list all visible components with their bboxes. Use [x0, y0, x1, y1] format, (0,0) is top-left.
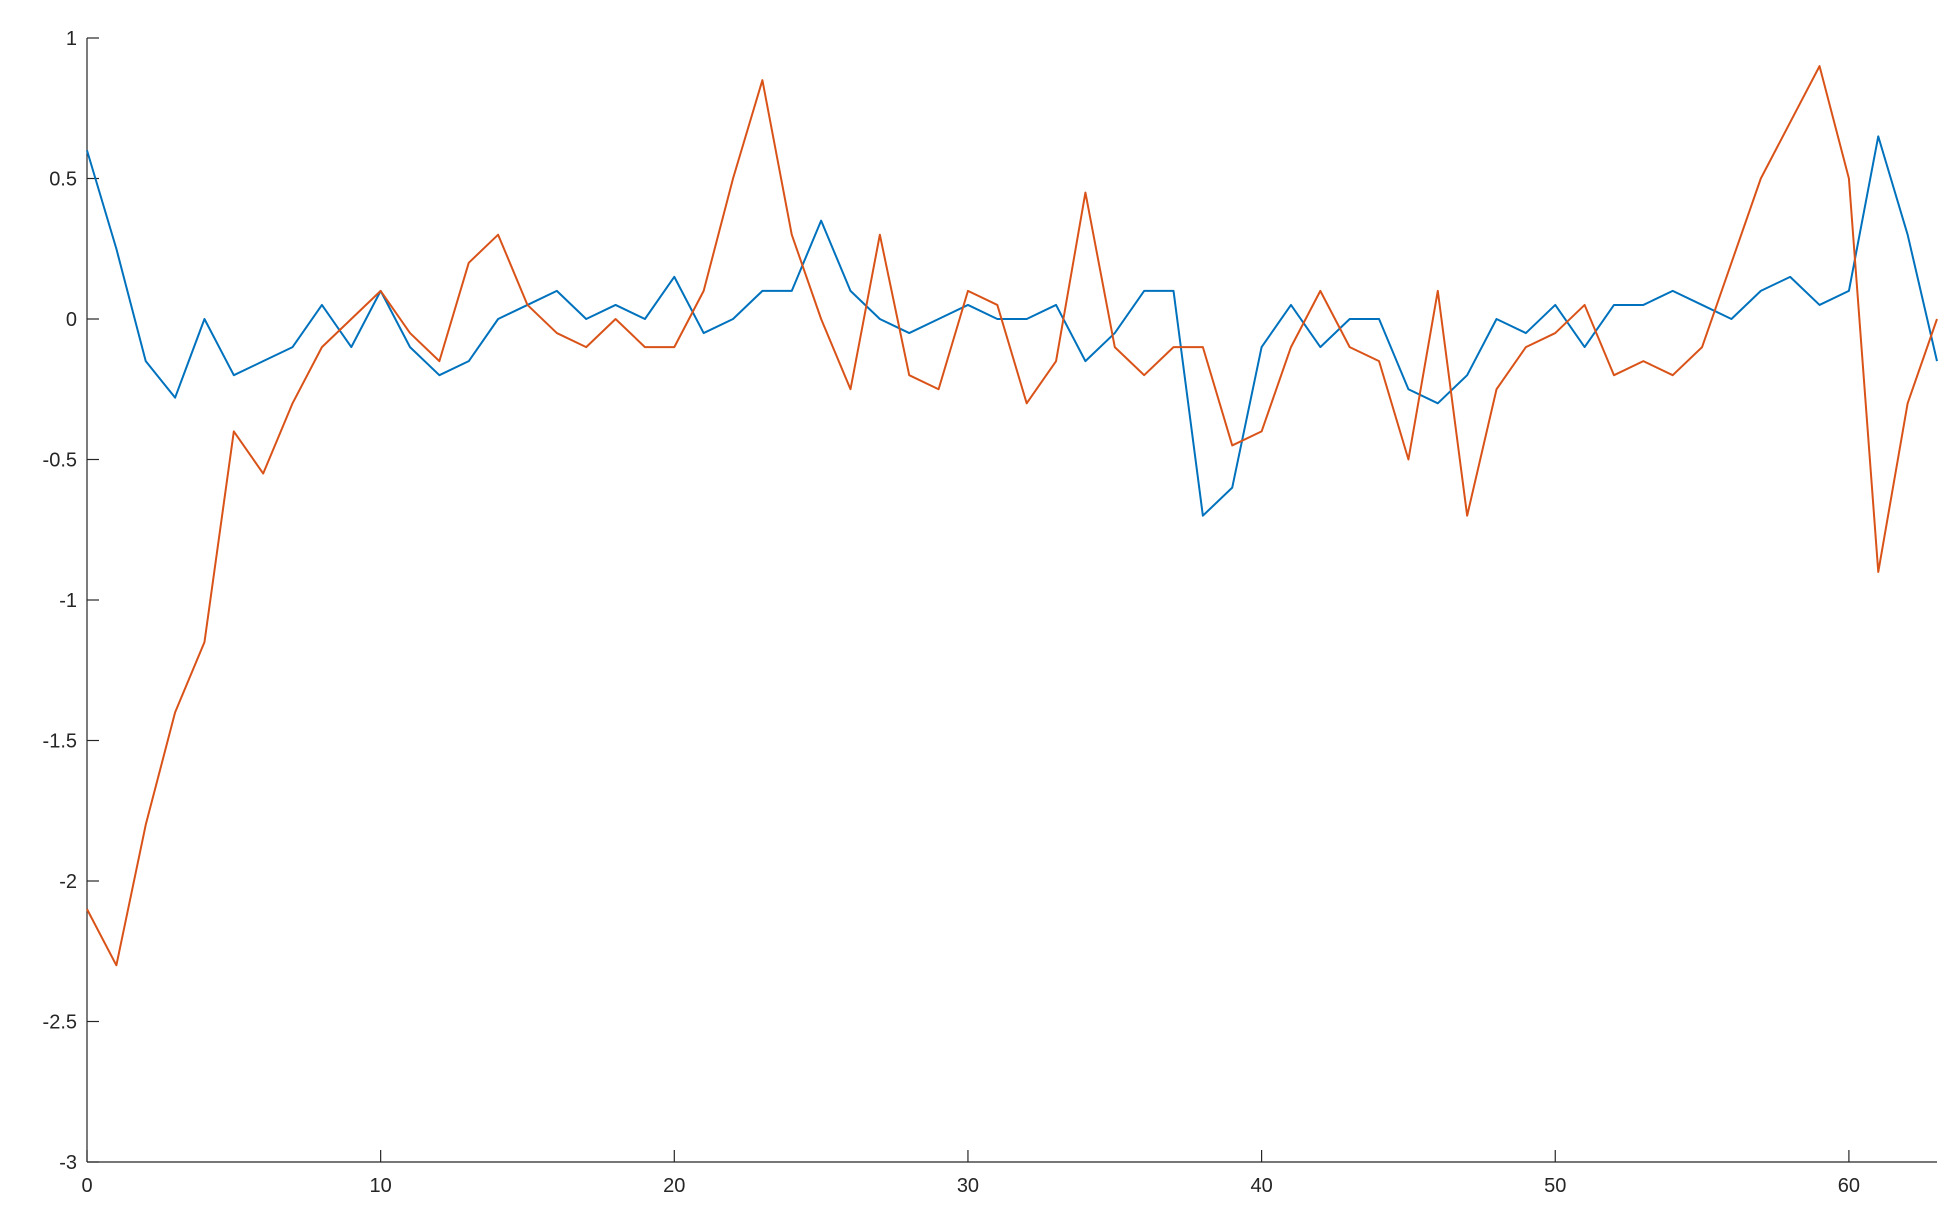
y-tick-label: -2: [59, 871, 77, 893]
y-tick-label: -3: [59, 1152, 77, 1174]
series-line: [86, 135, 1938, 517]
y-tick-label: 0.5: [49, 169, 77, 191]
y-tick-label: 1: [66, 28, 77, 50]
y-tick-label: -1: [59, 590, 77, 612]
y-tick-label: -0.5: [43, 450, 77, 472]
x-tick-label: 30: [957, 1175, 979, 1197]
series-line: [86, 65, 1938, 967]
x-tick-label: 0: [81, 1175, 92, 1197]
x-tick-label: 10: [370, 1175, 392, 1197]
y-tick-label: 0: [66, 309, 77, 331]
y-tick-label: -1.5: [43, 731, 77, 753]
y-tick-label: -2.5: [43, 1012, 77, 1034]
x-tick-label: 60: [1838, 1175, 1860, 1197]
x-tick-label: 50: [1544, 1175, 1566, 1197]
x-tick-label: 40: [1250, 1175, 1272, 1197]
x-tick-label: 20: [663, 1175, 685, 1197]
